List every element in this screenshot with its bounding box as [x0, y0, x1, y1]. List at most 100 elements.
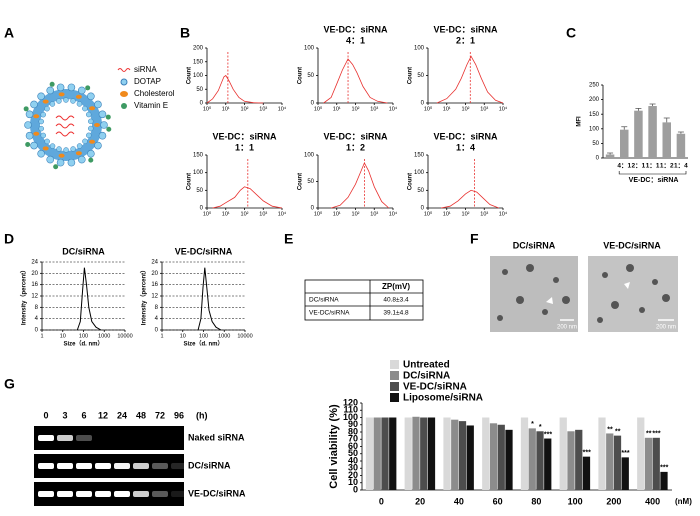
y-tick-label: 100 — [304, 153, 315, 159]
significance: *** — [621, 450, 629, 457]
error-bar — [635, 107, 642, 111]
legend-icon — [117, 68, 131, 72]
gel-band — [95, 463, 111, 469]
y-tick-label: 10 — [348, 477, 358, 487]
lipid-head — [87, 92, 95, 101]
x-tick-label: 10⁰ — [203, 210, 212, 217]
bar — [544, 438, 552, 490]
x-tick-label: 10³ — [259, 211, 267, 217]
x-tick-label: 10⁴ — [499, 210, 508, 217]
significance: ** — [615, 428, 621, 435]
y-tick-label: 50 — [196, 188, 203, 194]
x-tick-label: 20 — [415, 496, 425, 506]
scale-label: 200 nm — [656, 325, 676, 331]
lipid-head — [56, 98, 62, 104]
y-tick-label: 0 — [35, 328, 39, 334]
bar — [598, 417, 606, 490]
y-tick-label: 50 — [348, 448, 358, 458]
lipid-head — [40, 132, 47, 139]
x-tick-label: 10000 — [237, 333, 252, 339]
x-tick-label: 400 — [645, 496, 660, 506]
gel-band — [76, 435, 92, 441]
image-title: VE-DC/siRNA — [603, 240, 661, 250]
error-bar — [649, 103, 656, 107]
legend-label: Untreated — [403, 360, 450, 371]
x-tick-label: 10⁴ — [278, 105, 287, 112]
data-line — [436, 55, 504, 104]
y-tick-label: 8 — [155, 305, 159, 311]
table-cell: 40.8±3.4 — [383, 297, 409, 304]
bar — [567, 431, 575, 490]
chart-subtitle: 1：1 — [235, 142, 254, 152]
bar — [575, 429, 583, 490]
bar — [660, 471, 668, 490]
y-tick-label: 0 — [353, 484, 358, 494]
bar — [528, 428, 536, 490]
significance: ** — [607, 426, 613, 433]
x-tick-label: 10² — [241, 211, 249, 217]
lipid-head — [44, 138, 50, 145]
gel-band — [57, 463, 73, 469]
data-line — [76, 267, 102, 331]
y-tick-label: 16 — [151, 282, 158, 288]
y-tick-label: 20 — [348, 470, 358, 480]
chart-subtitle: 2：1 — [456, 35, 475, 45]
y-tick-label: 100 — [193, 73, 204, 79]
gel-band — [114, 463, 130, 469]
y-tick-label: 150 — [193, 59, 204, 65]
legend-swatch — [390, 360, 399, 369]
bar — [648, 106, 657, 158]
x-tick-label: 4：1 — [617, 163, 631, 170]
row-label: DC/siRNA — [188, 460, 231, 470]
bar — [466, 425, 474, 490]
y-tick-label: 100 — [343, 412, 358, 422]
chart-title: VE-DC：siRNA — [433, 131, 498, 141]
y-tick-label: 150 — [589, 112, 600, 118]
legend-swatch — [390, 371, 399, 380]
bar — [520, 417, 529, 490]
y-axis-label: Count — [408, 67, 414, 84]
lipid-head — [82, 105, 88, 112]
chart-subtitle: 4：1 — [346, 35, 365, 45]
gel-band — [114, 491, 130, 497]
bar — [536, 431, 544, 490]
y-axis-label: Intensity（percent） — [20, 267, 28, 325]
x-tick-label: 100 — [79, 333, 88, 339]
x-tick-label: 10³ — [480, 211, 488, 217]
x-tick-label: 1 — [40, 333, 43, 339]
lane-label: 72 — [155, 410, 165, 420]
x-tick-label: 10² — [462, 211, 470, 217]
table-border — [304, 279, 424, 321]
bar — [404, 417, 412, 490]
bar — [606, 433, 614, 490]
y-axis-label: Count — [298, 173, 304, 190]
vitamin-e — [53, 164, 59, 170]
data-line — [441, 189, 499, 209]
bar — [427, 417, 436, 490]
lipid-head — [86, 132, 92, 139]
cholesterol — [33, 114, 40, 119]
lipid-head — [49, 101, 56, 107]
bar — [605, 154, 615, 158]
y-tick-label: 4 — [35, 316, 39, 322]
x-tick-label: 10 — [60, 333, 66, 339]
chart-title: VE-DC：siRNA — [323, 24, 388, 34]
x-tick-label: 10⁴ — [499, 105, 508, 112]
x-tick-label: 10⁴ — [389, 105, 398, 112]
lipid-head — [56, 83, 65, 92]
bar — [676, 133, 686, 158]
chart-title: VE-DC/siRNA — [175, 246, 233, 256]
data-line — [212, 186, 283, 209]
lipid-head — [87, 149, 95, 158]
y-tick-label: 30 — [348, 463, 358, 473]
x-tick-label: 10² — [352, 106, 360, 112]
lipid-head — [46, 86, 55, 95]
y-tick-label: 100 — [304, 46, 315, 52]
y-tick-label: 50 — [592, 141, 599, 147]
y-tick-label: 16 — [31, 282, 38, 288]
scale-label: 200 nm — [557, 325, 577, 331]
cholesterol — [89, 139, 96, 144]
lipid-head — [76, 101, 83, 107]
y-tick-label: 0 — [311, 206, 315, 212]
x-tick-label: 10³ — [259, 106, 267, 112]
